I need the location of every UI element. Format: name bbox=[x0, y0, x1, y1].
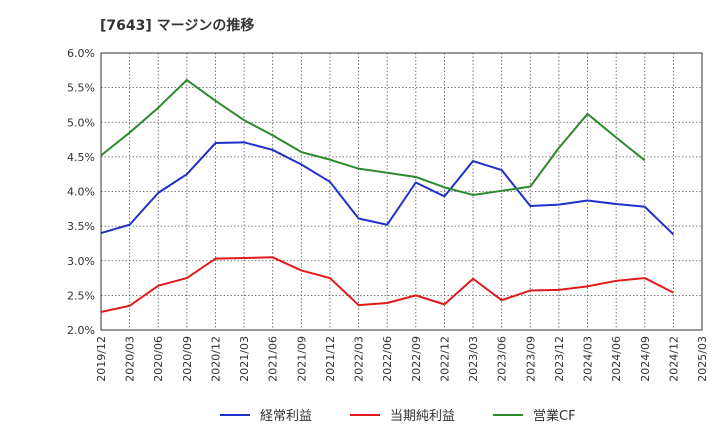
legend-label: 経常利益 bbox=[260, 409, 312, 424]
series-line bbox=[100, 256, 674, 313]
x-tick-label: 2019/12 bbox=[95, 336, 108, 382]
x-tick-label: 2021/03 bbox=[238, 336, 251, 382]
series-line bbox=[100, 141, 675, 236]
x-tick-label: 2024/03 bbox=[582, 336, 595, 382]
x-tick-label: 2021/12 bbox=[324, 336, 337, 382]
x-tick-label: 2022/12 bbox=[438, 336, 451, 382]
x-tick-label: 2020/09 bbox=[181, 336, 194, 382]
x-tick-label: 2025/03 bbox=[696, 336, 709, 382]
x-axis-ticks: 2019/12 2020/03 2020/06 2020/09 2020/12 2021/… bbox=[95, 336, 709, 382]
plot-area bbox=[101, 53, 702, 330]
chart-title: [7643] マージンの推移 bbox=[100, 17, 254, 34]
horizontal-grid bbox=[101, 87, 702, 296]
y-tick-label: 5.5% bbox=[67, 82, 95, 95]
x-tick-label: 2023/03 bbox=[467, 336, 480, 382]
x-tick-label: 2024/09 bbox=[639, 336, 652, 382]
y-axis-ticks: 2.0% 2.5% 3.0% 3.5% 4.0% 4.5% 5.0% 5.5% 6.0% bbox=[67, 47, 95, 337]
legend-label: 営業CF bbox=[533, 408, 576, 424]
y-tick-label: 3.5% bbox=[67, 220, 95, 233]
x-tick-label: 2022/03 bbox=[353, 336, 366, 382]
x-tick-label: 2022/06 bbox=[381, 336, 394, 382]
y-tick-label: 5.0% bbox=[67, 116, 95, 129]
x-tick-label: 2022/09 bbox=[410, 336, 423, 382]
x-tick-label: 2023/12 bbox=[553, 336, 566, 382]
x-tick-label: 2023/09 bbox=[524, 336, 537, 382]
legend: 経常利益 当期純利益 営業CF bbox=[220, 408, 576, 424]
series-line bbox=[100, 79, 646, 196]
x-tick-label: 2021/09 bbox=[295, 336, 308, 382]
y-tick-label: 3.0% bbox=[67, 255, 95, 268]
x-tick-label: 2024/06 bbox=[610, 336, 623, 382]
x-tick-label: 2024/12 bbox=[667, 336, 680, 382]
y-tick-label: 6.0% bbox=[67, 47, 95, 60]
x-tick-label: 2020/03 bbox=[124, 336, 137, 382]
y-tick-label: 2.5% bbox=[67, 289, 95, 302]
y-tick-label: 4.0% bbox=[67, 186, 95, 199]
legend-label: 当期純利益 bbox=[390, 409, 455, 424]
x-tick-label: 2020/06 bbox=[152, 336, 165, 382]
y-tick-label: 2.0% bbox=[67, 324, 95, 337]
plot-frame bbox=[100, 52, 703, 331]
x-tick-label: 2020/12 bbox=[209, 336, 222, 382]
vertical-grid bbox=[129, 53, 674, 330]
y-tick-label: 4.5% bbox=[67, 151, 95, 164]
x-tick-label: 2023/06 bbox=[496, 336, 509, 382]
x-tick-label: 2021/06 bbox=[267, 336, 280, 382]
series-lines bbox=[100, 79, 675, 313]
